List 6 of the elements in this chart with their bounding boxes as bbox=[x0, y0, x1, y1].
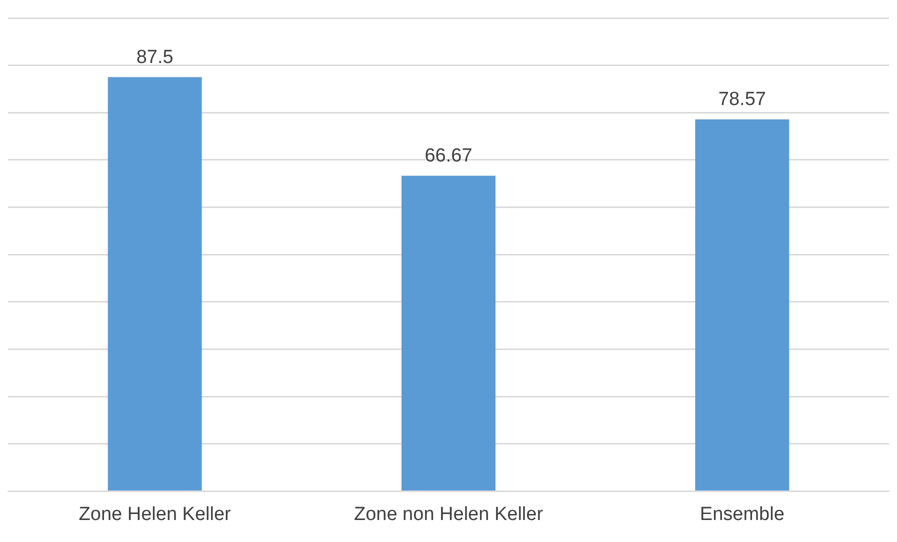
data-label: 66.67 bbox=[424, 145, 472, 166]
x-tick-label: Zone Helen Keller bbox=[78, 504, 232, 525]
x-tick-label: Ensemble bbox=[700, 504, 784, 525]
x-tick-label: Zone non Helen Keller bbox=[354, 504, 544, 525]
data-label: 87.5 bbox=[136, 46, 174, 68]
data-label: 78.57 bbox=[718, 89, 766, 110]
